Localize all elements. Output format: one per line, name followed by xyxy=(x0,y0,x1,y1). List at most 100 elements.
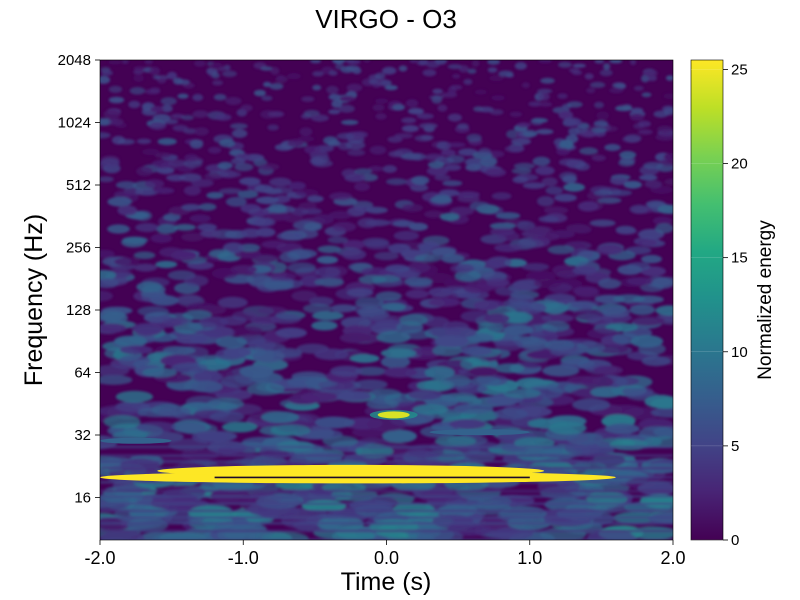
noise-speckle xyxy=(471,60,480,67)
noise-speckle xyxy=(342,239,365,250)
noise-speckle xyxy=(346,60,361,65)
noise-speckle xyxy=(596,111,609,120)
noise-speckle xyxy=(303,109,320,117)
noise-speckle xyxy=(426,166,449,176)
y-tick-label: 256 xyxy=(66,240,91,257)
noise-speckle xyxy=(447,113,462,122)
noise-speckle xyxy=(574,162,590,171)
noise-speckle xyxy=(460,310,492,323)
noise-speckle xyxy=(495,212,521,220)
noise-speckle xyxy=(503,388,541,399)
noise-speckle xyxy=(154,152,171,159)
noise-speckle xyxy=(527,226,554,235)
noise-speckle xyxy=(246,382,285,396)
noise-speckle xyxy=(478,147,492,157)
noise-speckle xyxy=(558,158,580,166)
noise-speckle xyxy=(540,77,555,84)
noise-speckle xyxy=(212,80,224,86)
noise-speckle xyxy=(401,125,419,133)
noise-speckle xyxy=(508,294,535,306)
noise-speckle xyxy=(326,85,339,94)
noise-speckle xyxy=(374,72,386,80)
noise-speckle xyxy=(246,273,272,285)
noise-speckle xyxy=(107,224,130,234)
noise-speckle xyxy=(232,326,264,337)
noise-speckle xyxy=(586,316,614,326)
noise-speckle xyxy=(594,101,604,109)
noise-speckle xyxy=(596,244,624,256)
noise-speckle xyxy=(162,317,189,327)
noise-speckle xyxy=(558,61,572,68)
noise-speckle xyxy=(409,152,426,161)
noise-speckle xyxy=(307,195,324,203)
noise-speckle xyxy=(651,277,673,289)
noise-speckle xyxy=(393,502,435,517)
noise-speckle xyxy=(209,62,223,70)
noise-speckle xyxy=(631,316,665,326)
noise-speckle xyxy=(261,411,299,423)
noise-speckle xyxy=(422,316,450,328)
noise-speckle xyxy=(512,279,542,291)
noise-speckle xyxy=(268,203,287,213)
x-tick-label: 2.0 xyxy=(660,548,685,568)
noise-speckle xyxy=(388,243,411,254)
noise-speckle xyxy=(562,117,581,126)
noise-speckle xyxy=(150,233,173,243)
noise-speckle xyxy=(466,133,482,142)
noise-speckle xyxy=(270,66,280,75)
noise-streak xyxy=(100,538,673,540)
noise-speckle xyxy=(358,275,387,284)
noise-speckle xyxy=(486,278,510,288)
noise-speckle xyxy=(188,505,234,520)
noise-speckle xyxy=(218,171,242,178)
noise-speckle xyxy=(215,113,232,121)
noise-speckle xyxy=(217,161,233,170)
noise-speckle xyxy=(327,236,349,244)
noise-speckle xyxy=(385,264,410,273)
noise-speckle xyxy=(100,278,119,289)
noise-speckle xyxy=(609,87,624,94)
noise-speckle xyxy=(457,123,469,130)
noise-speckle xyxy=(546,381,580,393)
noise-speckle xyxy=(483,313,510,324)
noise-speckle xyxy=(108,85,123,93)
noise-speckle xyxy=(368,79,379,85)
noise-speckle xyxy=(354,366,387,376)
noise-speckle xyxy=(563,182,585,192)
noise-speckle xyxy=(263,280,294,291)
noise-speckle xyxy=(491,95,505,101)
noise-speckle xyxy=(401,329,433,340)
noise-speckle xyxy=(328,109,341,115)
noise-speckle xyxy=(114,257,140,267)
noise-speckle xyxy=(328,70,338,76)
noise-speckle xyxy=(479,156,498,167)
noise-speckle xyxy=(186,302,217,313)
noise-streak xyxy=(100,445,673,449)
noise-speckle xyxy=(530,117,544,126)
noise-speckle xyxy=(158,406,192,418)
noise-speckle xyxy=(166,71,178,80)
noise-speckle xyxy=(303,222,323,232)
noise-speckle xyxy=(487,60,500,65)
noise-speckle xyxy=(460,346,493,356)
noise-speckle xyxy=(181,114,194,121)
noise-speckle xyxy=(256,494,300,510)
noise-speckle xyxy=(136,281,163,293)
x-tick-label: -1.0 xyxy=(228,548,259,568)
noise-speckle xyxy=(662,105,673,113)
noise-speckle xyxy=(401,203,423,213)
noise-speckle xyxy=(183,185,201,196)
noise-speckle xyxy=(616,227,637,235)
noise-speckle xyxy=(426,60,440,69)
noise-speckle xyxy=(149,87,161,93)
noise-speckle xyxy=(532,156,551,166)
noise-speckle xyxy=(100,323,127,333)
noise-speckle xyxy=(392,220,416,228)
noise-speckle xyxy=(199,229,222,238)
noise-speckle xyxy=(489,75,504,82)
noise-speckle xyxy=(573,286,598,296)
noise-speckle xyxy=(101,311,128,324)
noise-speckle xyxy=(171,362,208,374)
noise-speckle xyxy=(511,167,532,175)
noise-speckle xyxy=(368,388,402,400)
